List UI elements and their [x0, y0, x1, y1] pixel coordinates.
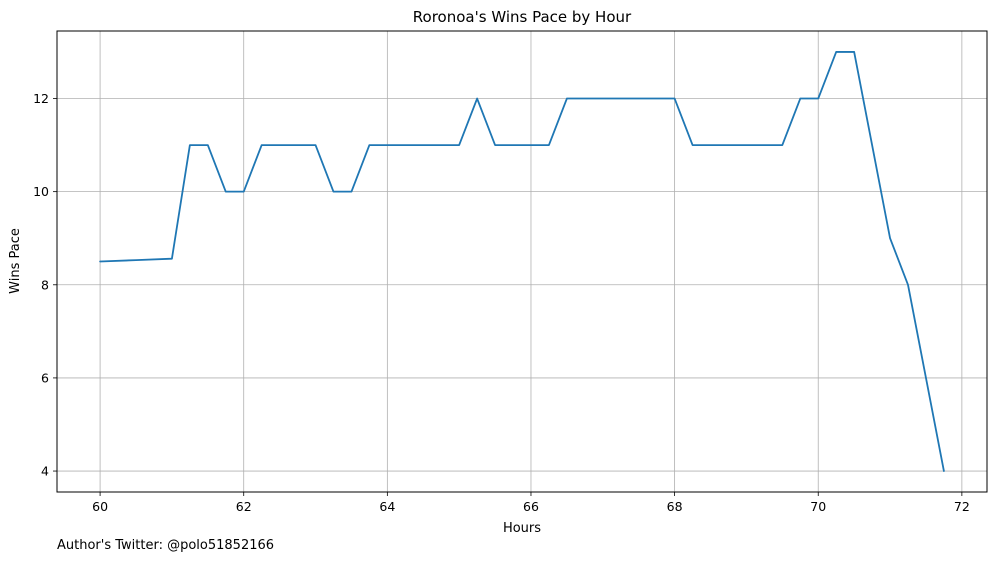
x-tick-label: 64 — [379, 499, 395, 514]
y-tick-label: 10 — [33, 184, 49, 199]
y-tick-label: 4 — [41, 464, 49, 479]
x-tick-label: 68 — [667, 499, 683, 514]
series-group — [99, 51, 945, 472]
x-axis-label: Hours — [503, 521, 541, 536]
y-axis-label: Wins Pace — [8, 228, 23, 294]
grid-lines — [57, 31, 987, 492]
y-tick-label: 6 — [41, 370, 49, 385]
y-tick-label: 8 — [41, 277, 49, 292]
x-tick-label: 72 — [954, 499, 970, 514]
x-tick-label: 70 — [810, 499, 826, 514]
x-tick-label: 60 — [92, 499, 108, 514]
x-tick-label: 62 — [236, 499, 252, 514]
x-tick-label: 66 — [523, 499, 539, 514]
chart-title: Roronoa's Wins Pace by Hour — [413, 8, 632, 26]
author-credit: Author's Twitter: @polo51852166 — [57, 538, 275, 553]
plot-frame — [56, 30, 988, 493]
series-line — [99, 51, 945, 472]
y-tick-label: 12 — [33, 91, 49, 106]
